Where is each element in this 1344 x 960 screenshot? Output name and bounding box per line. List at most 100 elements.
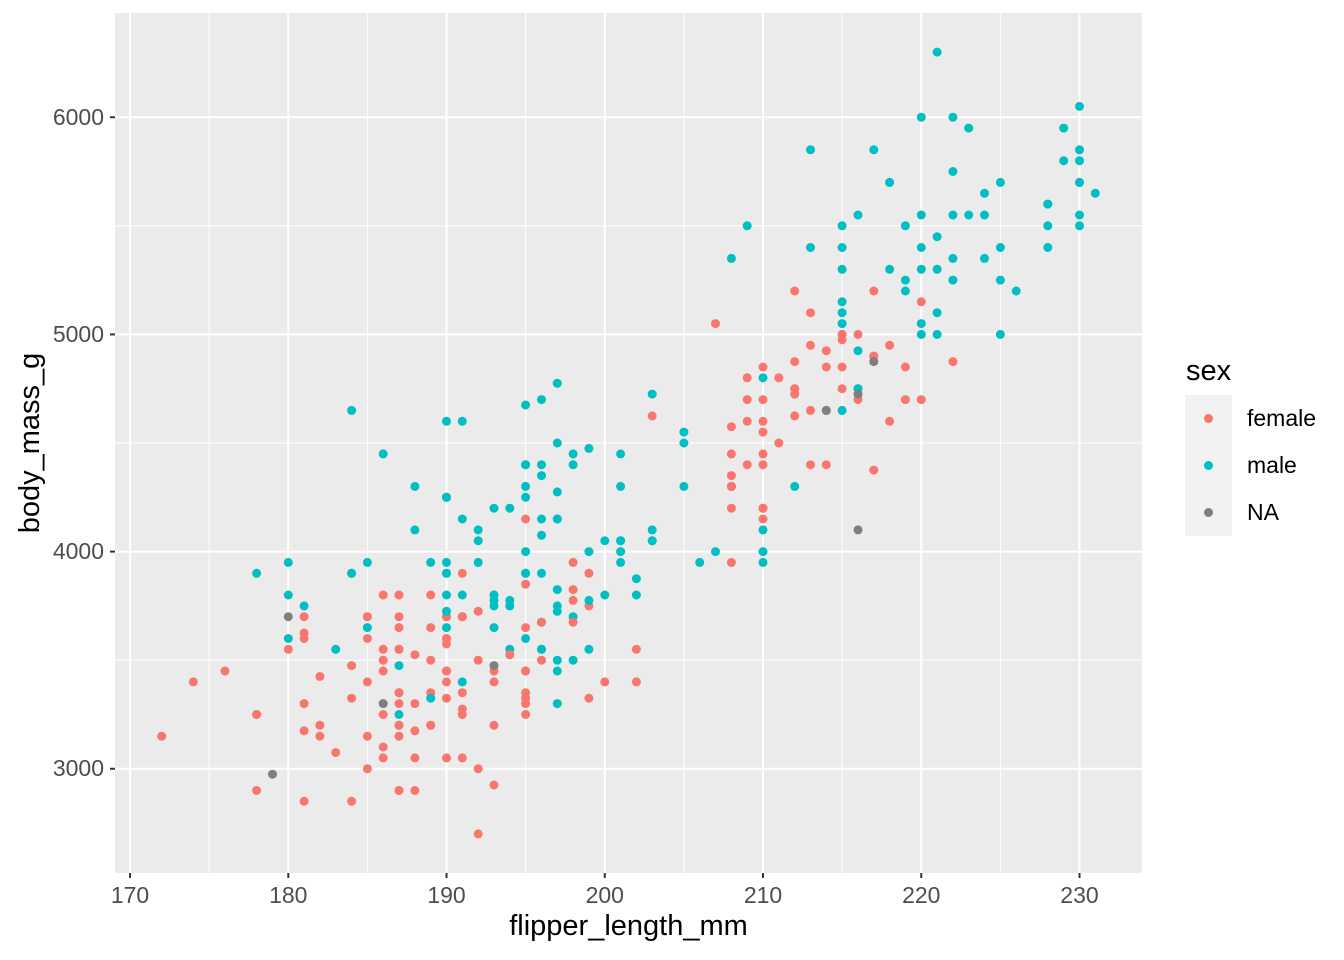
scatter-point-male (252, 568, 262, 578)
scatter-point-male (616, 536, 626, 546)
scatter-point-male (995, 177, 1005, 187)
legend-key-male (1185, 442, 1232, 489)
y-tick-label-6000: 6000 (52, 103, 104, 130)
scatter-point-female (742, 395, 752, 405)
legend-label-male: male (1247, 452, 1297, 478)
scatter-point-male (473, 525, 483, 535)
scatter-point-male (521, 547, 531, 557)
scatter-point-male (473, 536, 483, 546)
scatter-point-male (1075, 145, 1084, 155)
scatter-point-male (584, 547, 594, 557)
scatter-point-male (537, 460, 546, 470)
scatter-point-male (711, 547, 720, 557)
scatter-point-male (600, 590, 610, 600)
scatter-point-male (806, 145, 815, 155)
scatter-point-male (616, 449, 626, 459)
scatter-point-male (1059, 156, 1069, 166)
scatter-point-male (1090, 188, 1100, 198)
scatter-point-female (758, 503, 768, 513)
scatter-point-male (916, 319, 926, 329)
scatter-point-female (410, 753, 420, 763)
scatter-point-female (948, 357, 958, 367)
scatter-point-male (521, 634, 531, 643)
scatter-point-female (457, 688, 467, 698)
scatter-point-male (616, 557, 626, 567)
scatter-point-male (1043, 199, 1053, 209)
scatter-point-female (521, 688, 531, 698)
scatter-point-male (948, 167, 958, 176)
scatter-point-male (916, 243, 926, 252)
scatter-point-male (362, 623, 372, 633)
x-tick-label-220: 220 (902, 882, 941, 908)
scatter-point-female (442, 693, 451, 703)
scatter-point-female (916, 297, 926, 307)
scatter-point-female (521, 666, 531, 676)
scatter-point-female (758, 449, 768, 459)
scatter-point-male (457, 514, 467, 524)
legend-label-na: NA (1247, 499, 1279, 525)
scatter-point-male (331, 644, 341, 654)
scatter-point-female (758, 427, 768, 437)
scatter-point-male (505, 595, 515, 605)
scatter-point-male (932, 264, 942, 274)
scatter-point-male (695, 557, 705, 567)
scatter-point-female (394, 731, 404, 741)
x-tick-label-200: 200 (585, 882, 624, 908)
scatter-point-NA (489, 661, 499, 671)
scatter-point-female (299, 612, 309, 622)
scatter-point-male (647, 536, 657, 546)
scatter-point-male (980, 188, 989, 198)
scatter-point-male (489, 595, 499, 605)
scatter-point-female (378, 666, 388, 676)
scatter-point-male (584, 595, 594, 605)
scatter-point-female (378, 655, 388, 665)
scatter-point-female (568, 557, 578, 567)
scatter-point-female (742, 416, 752, 426)
scatter-point-male (900, 286, 910, 296)
scatter-point-female (758, 395, 768, 405)
scatter-point-female (315, 672, 325, 681)
scatter-point-male (442, 606, 451, 616)
scatter-point-male (426, 693, 436, 703)
scatter-point-male (1075, 101, 1084, 111)
scatter-point-male (679, 427, 689, 437)
scatter-point-female (378, 710, 388, 719)
scatter-point-male (394, 710, 404, 719)
scatter-point-male (552, 585, 562, 595)
scatter-point-male (916, 329, 926, 339)
scatter-point-female (489, 720, 499, 730)
scatter-point-female (362, 634, 372, 643)
scatter-point-female (505, 650, 515, 660)
scatter-point-male (552, 655, 562, 665)
scatter-point-male (885, 177, 895, 187)
scatter-point-male (378, 449, 388, 459)
scatter-point-female (821, 460, 831, 470)
scatter-point-male (758, 547, 768, 557)
scatter-point-male (568, 449, 578, 459)
scatter-point-female (426, 623, 436, 633)
scatter-point-female (252, 710, 262, 719)
scatter-point-male (726, 253, 736, 263)
scatter-point-male (916, 264, 926, 274)
scatter-point-female (394, 720, 404, 730)
scatter-point-male (568, 655, 578, 665)
scatter-point-male (679, 481, 689, 491)
scatter-point-female (806, 460, 815, 470)
y-tick-label-5000: 5000 (52, 320, 104, 347)
scatter-point-female (584, 693, 594, 703)
scatter-point-female (790, 357, 800, 367)
scatter-point-NA (853, 389, 863, 399)
scatter-point-female (378, 753, 388, 763)
scatter-point-female (426, 655, 436, 665)
scatter-point-female (442, 639, 451, 649)
scatter-point-male (521, 400, 531, 410)
scatter-point-female (726, 503, 736, 513)
scatter-point-male (758, 373, 768, 383)
scatter-point-female (584, 568, 594, 578)
scatter-point-male (853, 210, 863, 220)
scatter-point-female (916, 395, 926, 405)
scatter-point-female (726, 481, 736, 491)
scatter-point-male (647, 525, 657, 535)
scatter-point-female (568, 585, 578, 595)
scatter-point-female (394, 623, 404, 633)
